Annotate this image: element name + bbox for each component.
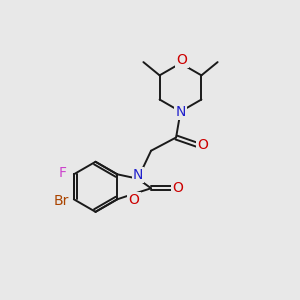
Text: Br: Br [54, 194, 69, 208]
Text: N: N [175, 105, 186, 118]
Text: O: O [172, 181, 183, 195]
Text: N: N [133, 168, 143, 182]
Text: F: F [59, 166, 67, 180]
Text: O: O [197, 138, 208, 152]
Text: O: O [128, 193, 140, 207]
Text: O: O [176, 53, 188, 67]
